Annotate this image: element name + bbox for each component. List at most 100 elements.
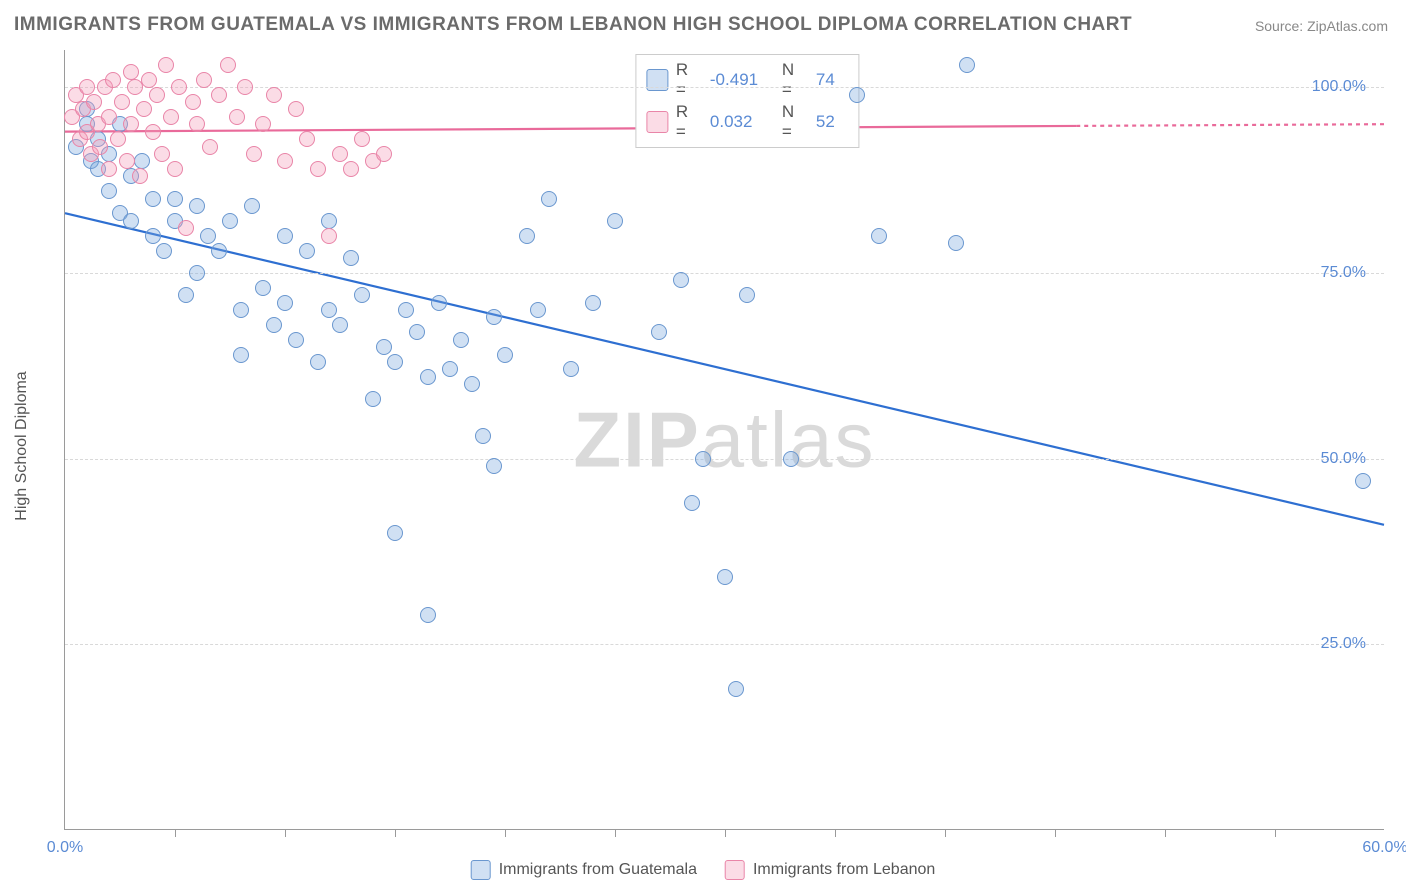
data-point-guatemala: [365, 391, 381, 407]
data-point-guatemala: [959, 57, 975, 73]
data-point-lebanon: [114, 94, 130, 110]
data-point-guatemala: [673, 272, 689, 288]
data-point-guatemala: [321, 302, 337, 318]
data-point-guatemala: [134, 153, 150, 169]
regression-line-lebanon-dashed: [1076, 124, 1384, 126]
x-tick: [725, 829, 726, 837]
data-point-guatemala: [651, 324, 667, 340]
legend-series: Immigrants from GuatemalaImmigrants from…: [471, 860, 936, 880]
x-tick: [615, 829, 616, 837]
data-point-lebanon: [141, 72, 157, 88]
data-point-guatemala: [486, 309, 502, 325]
data-point-guatemala: [255, 280, 271, 296]
plot-area: ZIPatlas R =-0.491N =74R =0.032N =52 25.…: [64, 50, 1384, 830]
data-point-lebanon: [299, 131, 315, 147]
gridline-h: [65, 87, 1384, 88]
data-point-guatemala: [233, 347, 249, 363]
y-tick-label: 50.0%: [1321, 450, 1366, 468]
data-point-lebanon: [185, 94, 201, 110]
x-tick-label-max: 60.0%: [1362, 839, 1406, 857]
legend-N-value: 52: [816, 112, 848, 132]
data-point-guatemala: [189, 198, 205, 214]
x-tick: [175, 829, 176, 837]
chart-title: IMMIGRANTS FROM GUATEMALA VS IMMIGRANTS …: [14, 14, 1132, 36]
data-point-lebanon: [110, 131, 126, 147]
data-point-lebanon: [158, 57, 174, 73]
legend-stat-row-lebanon: R =0.032N =52: [646, 101, 848, 143]
data-point-lebanon: [354, 131, 370, 147]
data-point-lebanon: [79, 79, 95, 95]
x-tick: [285, 829, 286, 837]
data-point-guatemala: [288, 332, 304, 348]
data-point-lebanon: [196, 72, 212, 88]
data-point-guatemala: [948, 235, 964, 251]
x-tick: [945, 829, 946, 837]
data-point-guatemala: [684, 495, 700, 511]
legend-item-guatemala: Immigrants from Guatemala: [471, 860, 697, 880]
data-point-guatemala: [607, 213, 623, 229]
data-point-lebanon: [246, 146, 262, 162]
data-point-guatemala: [387, 525, 403, 541]
data-point-lebanon: [145, 124, 161, 140]
data-point-guatemala: [739, 287, 755, 303]
data-point-guatemala: [343, 250, 359, 266]
data-point-guatemala: [475, 428, 491, 444]
data-point-guatemala: [189, 265, 205, 281]
source-label: Source: ZipAtlas.com: [1255, 18, 1388, 34]
data-point-lebanon: [119, 153, 135, 169]
data-point-lebanon: [229, 109, 245, 125]
data-point-guatemala: [409, 324, 425, 340]
data-point-lebanon: [266, 87, 282, 103]
legend-N-label: N =: [782, 60, 808, 100]
y-tick-label: 75.0%: [1321, 264, 1366, 282]
legend-R-label: R =: [676, 60, 702, 100]
data-point-lebanon: [255, 116, 271, 132]
x-tick: [395, 829, 396, 837]
data-point-guatemala: [398, 302, 414, 318]
data-point-lebanon: [92, 139, 108, 155]
data-point-lebanon: [178, 220, 194, 236]
data-point-guatemala: [277, 295, 293, 311]
data-point-guatemala: [167, 191, 183, 207]
data-point-lebanon: [132, 168, 148, 184]
data-point-guatemala: [728, 681, 744, 697]
legend-R-value: 0.032: [710, 112, 774, 132]
data-point-lebanon: [343, 161, 359, 177]
data-point-guatemala: [849, 87, 865, 103]
data-point-lebanon: [136, 101, 152, 117]
data-point-guatemala: [420, 369, 436, 385]
data-point-guatemala: [244, 198, 260, 214]
data-point-guatemala: [299, 243, 315, 259]
data-point-lebanon: [310, 161, 326, 177]
data-point-guatemala: [354, 287, 370, 303]
regression-line-guatemala: [65, 213, 1384, 525]
data-point-guatemala: [585, 295, 601, 311]
data-point-lebanon: [237, 79, 253, 95]
data-point-guatemala: [497, 347, 513, 363]
data-point-lebanon: [123, 116, 139, 132]
data-point-guatemala: [442, 361, 458, 377]
legend-swatch: [471, 860, 491, 880]
x-tick: [1055, 829, 1056, 837]
data-point-guatemala: [277, 228, 293, 244]
data-point-guatemala: [530, 302, 546, 318]
y-axis-title: High School Diploma: [13, 371, 31, 520]
chart-svg: [65, 50, 1384, 829]
legend-N-label: N =: [782, 102, 808, 142]
data-point-guatemala: [717, 569, 733, 585]
data-point-lebanon: [220, 57, 236, 73]
data-point-lebanon: [101, 161, 117, 177]
data-point-guatemala: [211, 243, 227, 259]
data-point-lebanon: [376, 146, 392, 162]
y-tick-label: 25.0%: [1321, 635, 1366, 653]
legend-stats: R =-0.491N =74R =0.032N =52: [635, 54, 859, 148]
data-point-guatemala: [464, 376, 480, 392]
data-point-lebanon: [154, 146, 170, 162]
x-tick: [505, 829, 506, 837]
data-point-guatemala: [332, 317, 348, 333]
data-point-lebanon: [171, 79, 187, 95]
data-point-guatemala: [387, 354, 403, 370]
data-point-guatemala: [871, 228, 887, 244]
data-point-lebanon: [86, 94, 102, 110]
data-point-lebanon: [321, 228, 337, 244]
